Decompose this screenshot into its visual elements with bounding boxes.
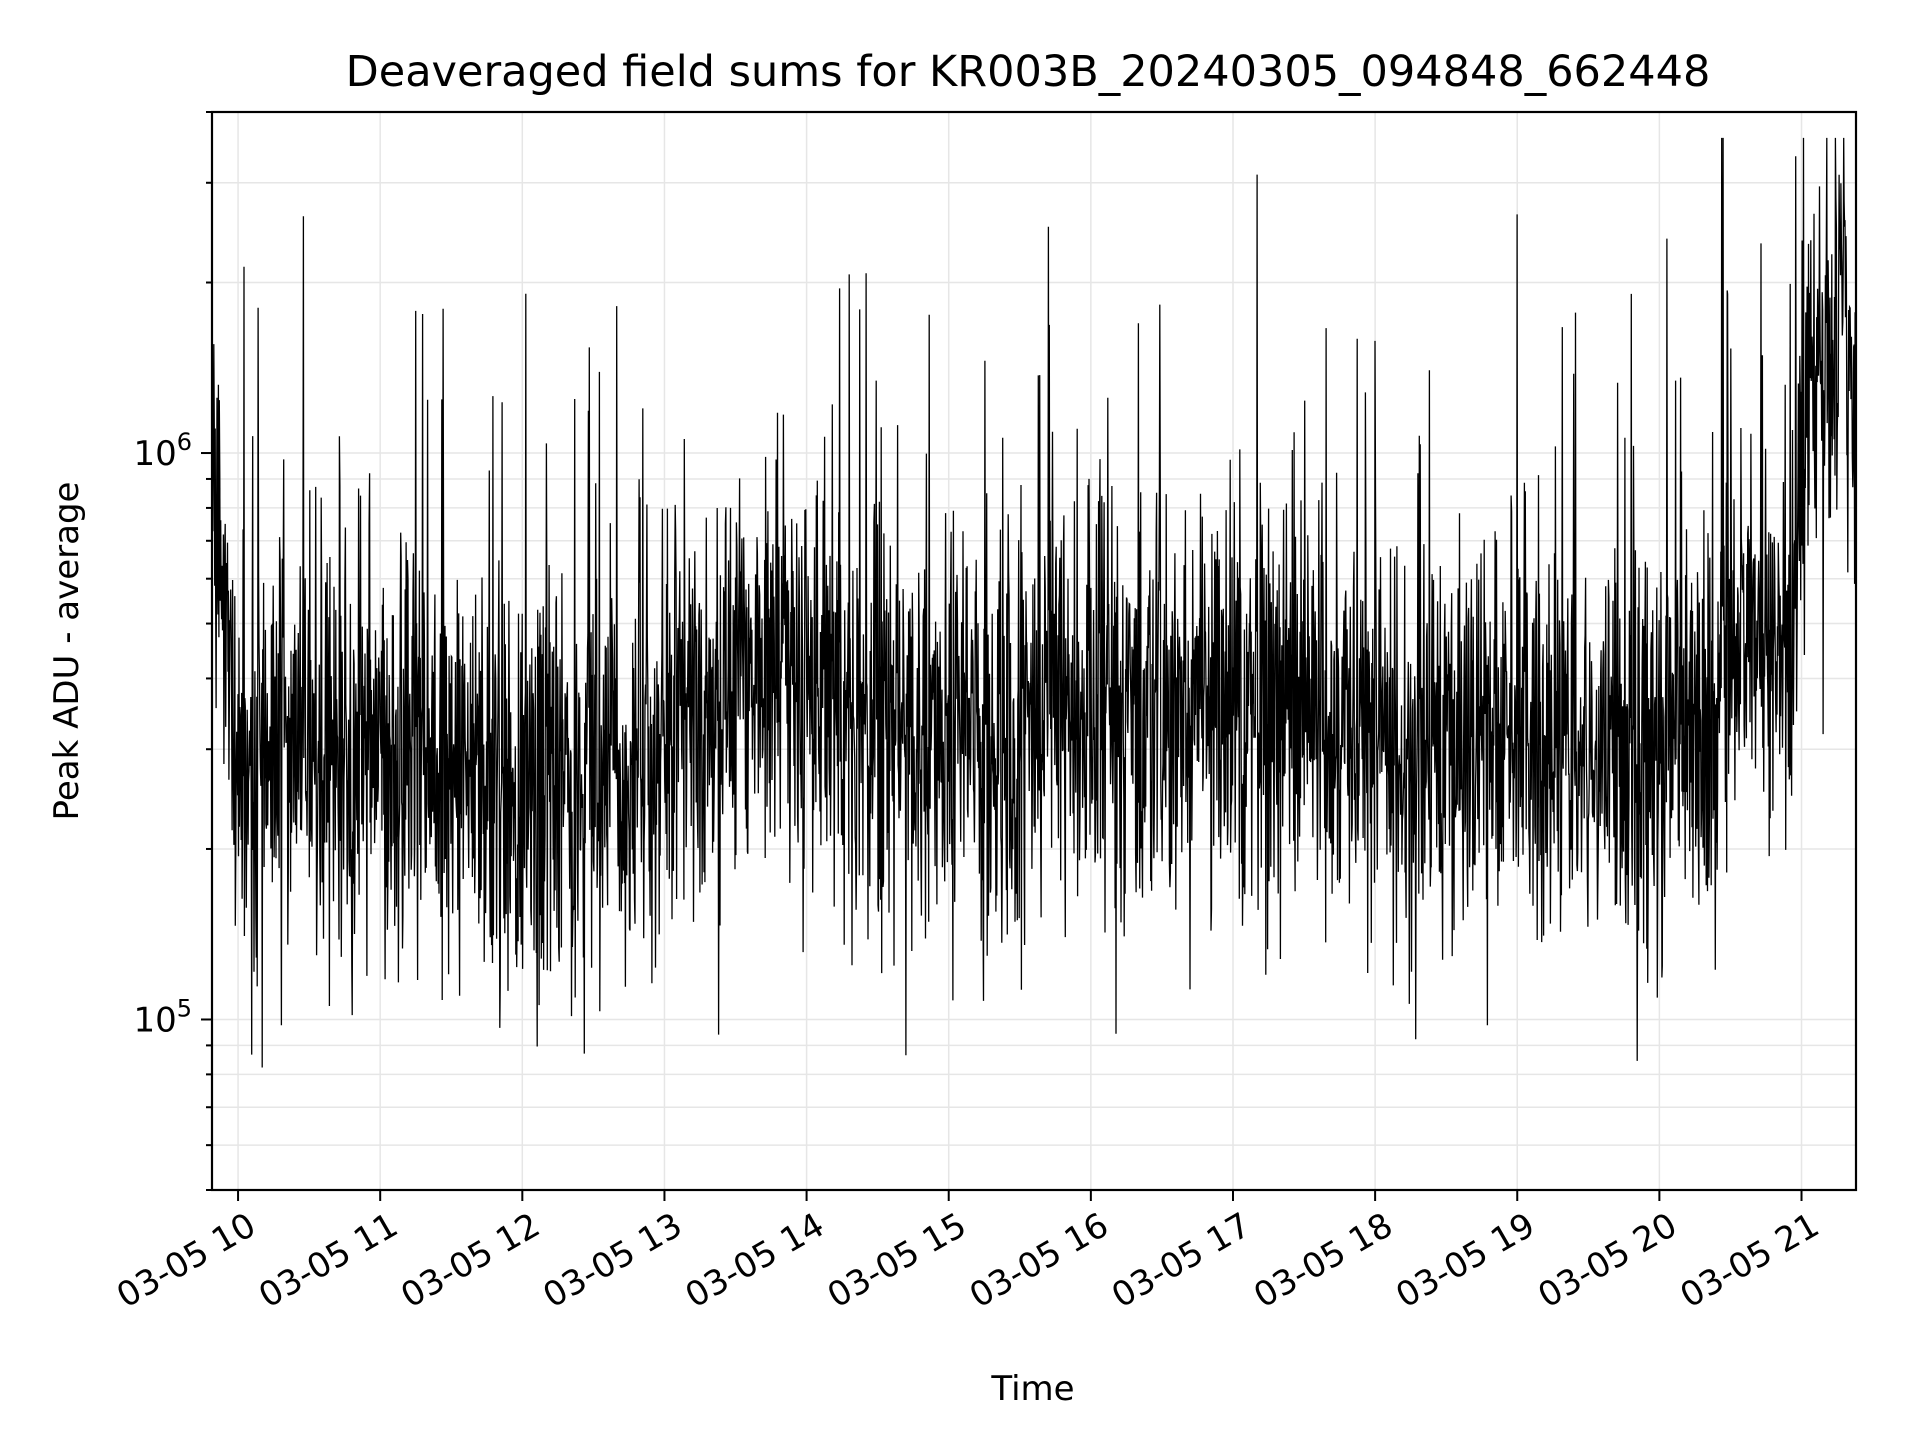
x-tick-label: 03-05 18 xyxy=(1247,1205,1399,1316)
x-tick-label: 03-05 17 xyxy=(1105,1205,1257,1316)
y-tick-label: 105 xyxy=(133,994,192,1040)
x-tick-label: 03-05 19 xyxy=(1389,1205,1541,1316)
x-tick-label: 03-05 14 xyxy=(679,1205,831,1316)
x-tick-label: 03-05 11 xyxy=(252,1205,404,1316)
x-tick-label: 03-05 10 xyxy=(110,1205,262,1316)
y-tick-label: 106 xyxy=(133,428,192,474)
y-axis-label: Peak ADU - average xyxy=(47,482,87,821)
x-tick-label: 03-05 13 xyxy=(537,1205,689,1316)
x-axis-label: Time xyxy=(990,1369,1074,1409)
y-axis: 105 106 xyxy=(133,111,212,1191)
x-tick-label: 03-05 16 xyxy=(963,1205,1115,1316)
x-tick-label: 03-05 20 xyxy=(1531,1205,1683,1316)
x-tick-label: 03-05 15 xyxy=(821,1205,973,1316)
x-tick-label: 03-05 12 xyxy=(394,1205,546,1316)
series-line xyxy=(211,137,1857,1068)
plot-frame xyxy=(210,110,1858,1192)
chart-title: Deaveraged field sums for KR003B_2024030… xyxy=(346,47,1711,97)
series-group xyxy=(211,137,1857,1068)
x-tick-label: 03-05 21 xyxy=(1674,1205,1826,1316)
